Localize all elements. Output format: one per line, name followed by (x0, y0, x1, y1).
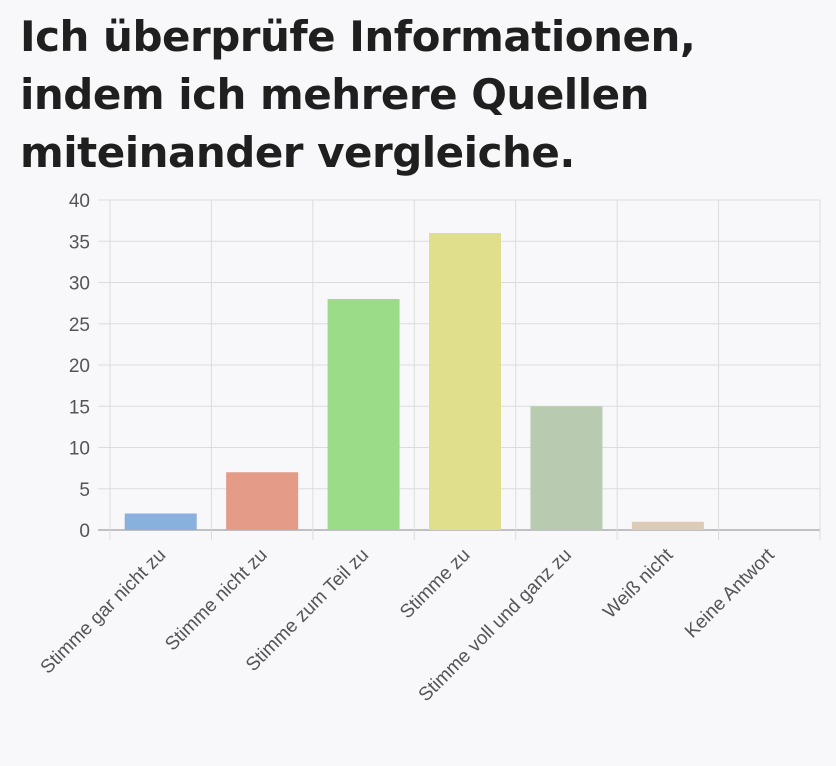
bars (124, 233, 704, 530)
y-tick-label: 30 (69, 274, 90, 295)
y-tick-label: 5 (79, 480, 90, 501)
y-tick-label: 40 (69, 191, 90, 212)
bar-0 (124, 513, 197, 530)
x-tick-label: Stimme nicht zu (161, 545, 271, 655)
y-tick-label: 35 (69, 232, 90, 253)
y-axis: 0 5 10 15 20 25 30 35 40 (69, 191, 90, 542)
y-tick-label: 15 (69, 397, 90, 418)
x-tick-label: Stimme gar nicht zu (37, 545, 171, 679)
bar-4 (530, 406, 603, 530)
y-tick-label: 20 (69, 356, 90, 377)
y-tick-label: 0 (79, 521, 90, 542)
bar-3 (429, 233, 501, 530)
bar-1 (226, 472, 299, 530)
x-tick-label: Stimme zu (396, 545, 474, 623)
x-tick-label: Keine Antwort (681, 544, 779, 642)
chart-title: Ich überprüfe Informationen, indem ich m… (20, 12, 696, 177)
y-tick-label: 25 (69, 315, 90, 336)
x-tick-label: Weiß nicht (599, 544, 678, 623)
bar-2 (327, 299, 400, 530)
y-tick-label: 10 (69, 439, 90, 460)
bar-5 (631, 521, 704, 530)
